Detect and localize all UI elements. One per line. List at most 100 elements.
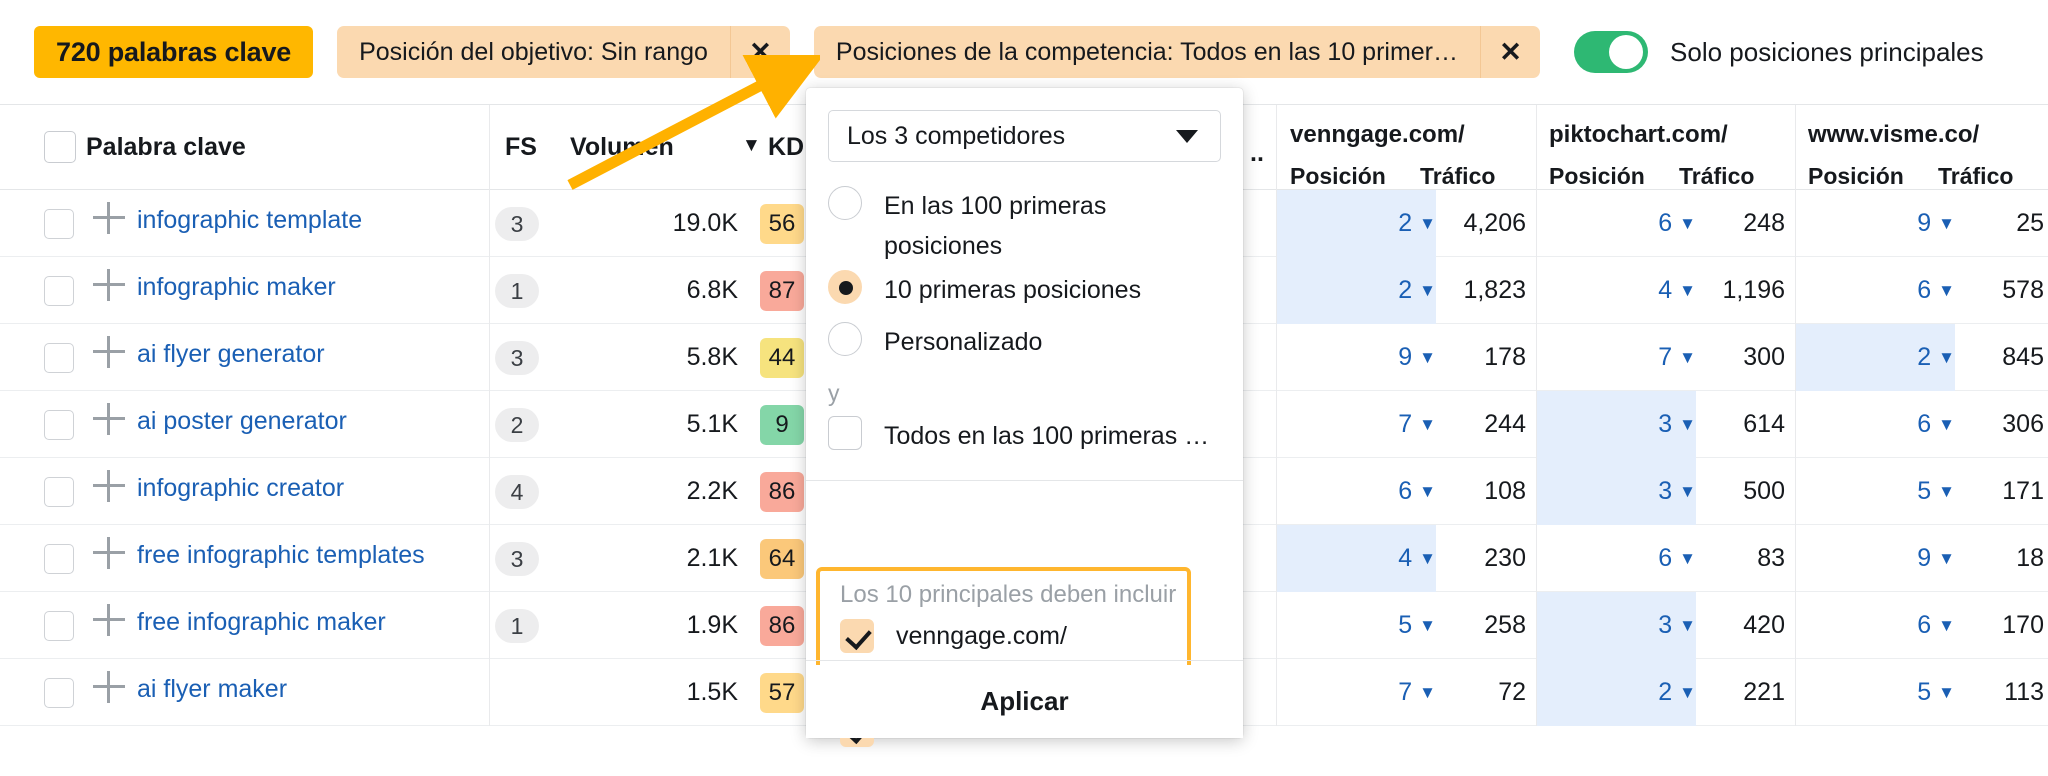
table-row[interactable]: ai poster generator25.1K90.7▼2443▼6146▼3… xyxy=(0,391,2048,458)
column-header-sf[interactable]: FS xyxy=(505,133,537,161)
competitor-2-position[interactable]: 4 ▼ xyxy=(1658,276,1696,304)
competitor-2-position[interactable]: 2 ▼ xyxy=(1658,678,1696,706)
competitor-2-position[interactable]: 3 ▼ xyxy=(1658,611,1696,639)
add-keyword-icon[interactable] xyxy=(93,470,125,502)
sort-desc-icon[interactable]: ▼ xyxy=(742,135,761,156)
radio-option-custom[interactable]: Personalizado xyxy=(828,322,1042,362)
competitor-1-position[interactable]: 2 ▼ xyxy=(1398,276,1436,304)
column-divider xyxy=(1276,525,1277,592)
row-checkbox[interactable] xyxy=(44,343,74,373)
filter-pill-target-position[interactable]: Posición del objetivo: Sin rango ✕ xyxy=(337,26,790,78)
close-icon[interactable]: ✕ xyxy=(1480,26,1540,78)
checkbox-icon-checked[interactable] xyxy=(840,619,874,653)
add-keyword-icon[interactable] xyxy=(93,403,125,435)
toggle-switch[interactable] xyxy=(1574,31,1649,73)
select-all-checkbox[interactable] xyxy=(44,131,76,163)
competitor-1-traffic-label[interactable]: Tráfico xyxy=(1420,163,1496,189)
competitor-1-position[interactable]: 5 ▼ xyxy=(1398,611,1436,639)
row-checkbox[interactable] xyxy=(44,477,74,507)
keyword-link[interactable]: ai poster generator xyxy=(137,407,347,435)
radio-option-top-100[interactable]: En las 100 primeras posiciones xyxy=(828,186,1221,266)
keyword-link[interactable]: infographic maker xyxy=(137,273,336,301)
radio-icon-selected[interactable] xyxy=(828,270,862,304)
competitor-1-position[interactable]: 7 ▼ xyxy=(1398,410,1436,438)
apply-button[interactable]: Aplicar xyxy=(806,665,1243,738)
competitor-3-traffic-label[interactable]: Tráfico xyxy=(1938,163,2014,189)
competitor-2-position-label[interactable]: Posición xyxy=(1549,163,1645,189)
row-checkbox[interactable] xyxy=(44,678,74,708)
competitor-1-traffic: 244 xyxy=(1484,410,1526,438)
keyword-link[interactable]: infographic creator xyxy=(137,474,345,502)
radio-icon[interactable] xyxy=(828,186,862,220)
row-checkbox[interactable] xyxy=(44,410,74,440)
keyword-link[interactable]: infographic template xyxy=(137,206,363,234)
competitor-2-position[interactable]: 7 ▼ xyxy=(1658,343,1696,371)
competitor-3-position[interactable]: 9 ▼ xyxy=(1917,209,1955,237)
top-positions-toggle-group[interactable]: Solo posiciones principales xyxy=(1574,31,1984,73)
add-keyword-icon[interactable] xyxy=(93,537,125,569)
divider xyxy=(806,480,1243,481)
competitor-header-2[interactable]: piktochart.com/ xyxy=(1549,121,1728,148)
competitor-3-position[interactable]: 9 ▼ xyxy=(1917,544,1955,572)
highlight-cell xyxy=(1276,190,1436,257)
chevron-down-icon[interactable] xyxy=(1176,130,1198,143)
competitor-2-position[interactable]: 6 ▼ xyxy=(1658,544,1696,572)
keyword-link[interactable]: ai flyer generator xyxy=(137,340,325,368)
competitor-3-position[interactable]: 2 ▼ xyxy=(1917,343,1955,371)
volume-value: 2.1K xyxy=(686,544,738,572)
keyword-link[interactable]: free infographic templates xyxy=(137,541,425,569)
competitor-3-position[interactable]: 6 ▼ xyxy=(1917,410,1955,438)
highlight-cell xyxy=(1276,525,1436,592)
radio-icon[interactable] xyxy=(828,322,862,356)
row-checkbox[interactable] xyxy=(44,544,74,574)
column-header-volume[interactable]: Volumen xyxy=(570,133,674,161)
kd-badge: 9 xyxy=(760,405,804,445)
row-checkbox[interactable] xyxy=(44,611,74,641)
column-divider xyxy=(1536,592,1537,659)
competitor-2-position[interactable]: 3 ▼ xyxy=(1658,477,1696,505)
competitor-1-position[interactable]: 7 ▼ xyxy=(1398,678,1436,706)
competitor-3-position[interactable]: 5 ▼ xyxy=(1917,477,1955,505)
row-checkbox[interactable] xyxy=(44,209,74,239)
add-keyword-icon[interactable] xyxy=(93,202,125,234)
add-keyword-icon[interactable] xyxy=(93,671,125,703)
competitor-3-position[interactable]: 6 ▼ xyxy=(1917,276,1955,304)
competitor-1-position[interactable]: 9 ▼ xyxy=(1398,343,1436,371)
competitor-3-traffic: 306 xyxy=(2002,410,2044,438)
keyword-link[interactable]: free infographic maker xyxy=(137,608,386,636)
competitor-3-position[interactable]: 6 ▼ xyxy=(1917,611,1955,639)
volume-value: 5.1K xyxy=(686,410,738,438)
table-row[interactable]: infographic template319.0K560.2▼4,2066▼2… xyxy=(0,190,2048,257)
competitor-1-position[interactable]: 6 ▼ xyxy=(1398,477,1436,505)
competitor-2-traffic-label[interactable]: Tráfico xyxy=(1679,163,1755,189)
radio-option-top-10[interactable]: 10 primeras posiciones xyxy=(828,270,1141,310)
checkbox-label: Todos en las 100 primeras … xyxy=(884,422,1210,450)
competitor-2-traffic: 248 xyxy=(1743,209,1785,237)
keyword-link[interactable]: ai flyer maker xyxy=(137,675,288,703)
competitors-select[interactable]: Los 3 competidores xyxy=(828,110,1221,162)
row-checkbox[interactable] xyxy=(44,276,74,306)
column-header-keyword[interactable]: Palabra clave xyxy=(86,133,246,161)
competitor-2-position[interactable]: 3 ▼ xyxy=(1658,410,1696,438)
competitor-3-position-label[interactable]: Posición xyxy=(1808,163,1904,189)
competitor-1-position[interactable]: 2 ▼ xyxy=(1398,209,1436,237)
add-keyword-icon[interactable] xyxy=(93,336,125,368)
competitor-2-position[interactable]: 6 ▼ xyxy=(1658,209,1696,237)
column-divider xyxy=(1795,592,1796,659)
competitor-1-position-label[interactable]: Posición xyxy=(1290,163,1386,189)
competitor-3-position[interactable]: 5 ▼ xyxy=(1917,678,1955,706)
sf-badge: 3 xyxy=(495,341,539,375)
column-header-kd[interactable]: KD xyxy=(768,133,805,161)
checkbox-icon[interactable] xyxy=(828,416,862,450)
column-divider xyxy=(489,257,490,324)
competitor-header-3[interactable]: www.visme.co/ xyxy=(1808,121,1980,148)
filter-pill-competitor-positions[interactable]: Posiciones de la competencia: Todos en l… xyxy=(813,26,1541,78)
add-keyword-icon[interactable] xyxy=(93,269,125,301)
competitor-2-traffic: 83 xyxy=(1757,544,1785,572)
checkbox-option-venngage[interactable]: venngage.com/ xyxy=(840,619,1067,653)
close-icon[interactable]: ✕ xyxy=(729,26,790,78)
competitor-1-position[interactable]: 4 ▼ xyxy=(1398,544,1436,572)
competitor-header-1[interactable]: venngage.com/ xyxy=(1290,121,1465,148)
checkbox-option-all-top-100[interactable]: Todos en las 100 primeras … xyxy=(828,416,1209,456)
add-keyword-icon[interactable] xyxy=(93,604,125,636)
